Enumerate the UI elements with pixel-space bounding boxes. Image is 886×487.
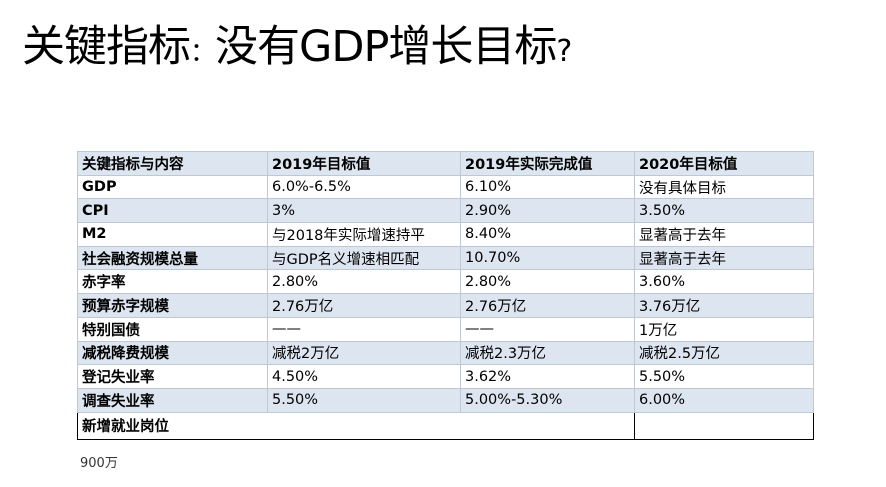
table-cell: 2.76万亿 xyxy=(267,293,461,318)
table-row: 预算赤字规模 2.76万亿 2.76万亿 3.76万亿 xyxy=(77,293,814,318)
table-header-row: 关键指标与内容 2019年目标值 2019年实际完成值 2020年目标值 xyxy=(77,151,814,176)
table-cell: 5.50% xyxy=(267,387,461,413)
table-cell: 与2018年实际增速持平 xyxy=(267,222,461,247)
header-cell: 关键指标与内容 xyxy=(77,151,268,176)
table-cell: 4.50% xyxy=(267,364,461,389)
table-cell: 与GDP名义增速相匹配 xyxy=(267,245,461,271)
table-cell: 3% xyxy=(267,198,461,224)
table-cell: 减税降费规模 xyxy=(77,340,268,366)
table-cell: 6.0%-6.5% xyxy=(267,174,461,200)
table-cell: 预算赤字规模 xyxy=(77,293,268,318)
table-cell: 8.40% xyxy=(460,222,635,247)
table-cell: 2.80% xyxy=(267,269,461,295)
table-row: 赤字率 2.80% 2.80% 3.60% xyxy=(77,269,814,295)
table-cell xyxy=(634,411,814,440)
title-main: 关键指标 xyxy=(22,22,191,72)
table-cell: 减税2.5万亿 xyxy=(634,340,814,366)
table-row: CPI 3% 2.90% 3.50% xyxy=(77,198,814,224)
table-cell: 1万亿 xyxy=(634,316,814,342)
key-indicators-table: 关键指标与内容 2019年目标值 2019年实际完成值 2020年目标值 GDP… xyxy=(77,151,814,440)
table-cell: 调查失业率 xyxy=(77,387,268,413)
table-cell: 2.80% xyxy=(460,269,635,295)
table-cell: 赤字率 xyxy=(77,269,268,295)
table-row-new-jobs: 新增就业岗位 xyxy=(77,411,814,440)
table-cell: 6.00% xyxy=(634,387,814,413)
table-cell: 3.76万亿 xyxy=(634,293,814,318)
table-row: 调查失业率 5.50% 5.00%-5.30% 6.00% xyxy=(77,387,814,413)
header-cell: 2019年目标值 xyxy=(267,151,461,176)
table-cell: 10.70% xyxy=(460,245,635,271)
table-row: 登记失业率 4.50% 3.62% 5.50% xyxy=(77,364,814,389)
page-title: 关键指标：没有GDP增长目标? xyxy=(22,20,572,80)
overflow-note: 900万 xyxy=(80,456,118,471)
table-row: GDP 6.0%-6.5% 6.10% 没有具体目标 xyxy=(77,174,814,200)
table-cell: 3.50% xyxy=(634,198,814,224)
table-cell: 减税2.3万亿 xyxy=(460,340,635,366)
table-cell: 特别国债 xyxy=(77,316,268,342)
table-cell: 6.10% xyxy=(460,174,635,200)
table-cell: 5.50% xyxy=(634,364,814,389)
table-cell: CPI xyxy=(77,198,268,224)
title-question: ? xyxy=(556,34,572,69)
table-row: 特别国债 —— —— 1万亿 xyxy=(77,316,814,342)
table-cell: 没有具体目标 xyxy=(634,174,814,200)
table-cell: GDP xyxy=(77,174,268,200)
table-cell: 登记失业率 xyxy=(77,364,268,389)
title-sub: 没有GDP增长目标 xyxy=(215,22,557,72)
table-cell: 2.90% xyxy=(460,198,635,224)
table-cell: 3.62% xyxy=(460,364,635,389)
table-cell: 社会融资规模总量 xyxy=(77,245,268,271)
table-cell: 2.76万亿 xyxy=(460,293,635,318)
title-colon: ： xyxy=(190,38,216,68)
table-cell: —— xyxy=(267,316,461,342)
table-cell: 新增就业岗位 xyxy=(77,411,635,440)
table-row: 减税降费规模 减税2万亿 减税2.3万亿 减税2.5万亿 xyxy=(77,340,814,366)
table-row: M2 与2018年实际增速持平 8.40% 显著高于去年 xyxy=(77,222,814,247)
header-cell: 2019年实际完成值 xyxy=(460,151,635,176)
table-cell: 显著高于去年 xyxy=(634,245,814,271)
table-cell: 减税2万亿 xyxy=(267,340,461,366)
table-cell: M2 xyxy=(77,222,268,247)
table-cell: 5.00%-5.30% xyxy=(460,387,635,413)
table-cell: —— xyxy=(460,316,635,342)
table-cell: 3.60% xyxy=(634,269,814,295)
table-cell: 显著高于去年 xyxy=(634,222,814,247)
header-cell: 2020年目标值 xyxy=(634,151,814,176)
table-row: 社会融资规模总量 与GDP名义增速相匹配 10.70% 显著高于去年 xyxy=(77,245,814,271)
